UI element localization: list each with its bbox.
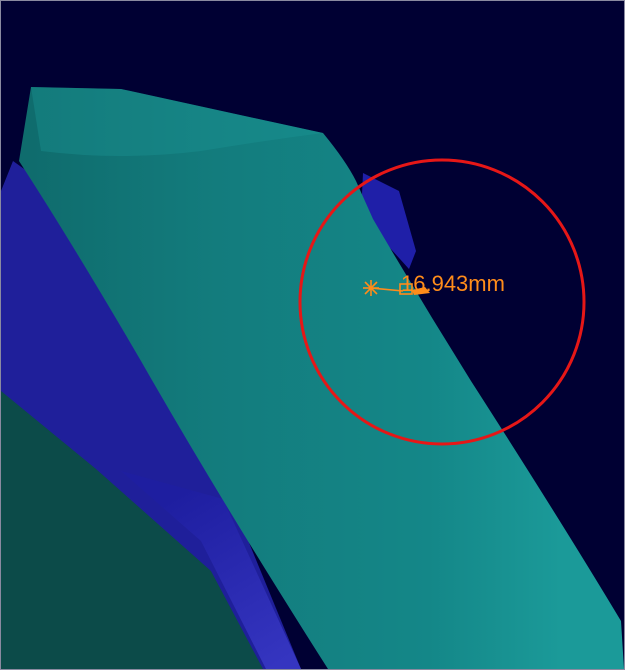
measurement-annotation[interactable]: 16.943mm <box>363 271 505 296</box>
arrowhead-icon <box>412 287 430 295</box>
square-marker-icon <box>399 283 413 295</box>
highlight-circle[interactable] <box>298 158 586 446</box>
blue-surface-strip[interactable] <box>121 471 301 669</box>
dimension-line <box>370 287 404 292</box>
cylinder-highlight <box>31 87 323 156</box>
blue-surface-sliver[interactable] <box>361 173 416 269</box>
measurement-value: 16.943mm <box>401 271 505 296</box>
dark-teal-face[interactable] <box>1 391 263 669</box>
